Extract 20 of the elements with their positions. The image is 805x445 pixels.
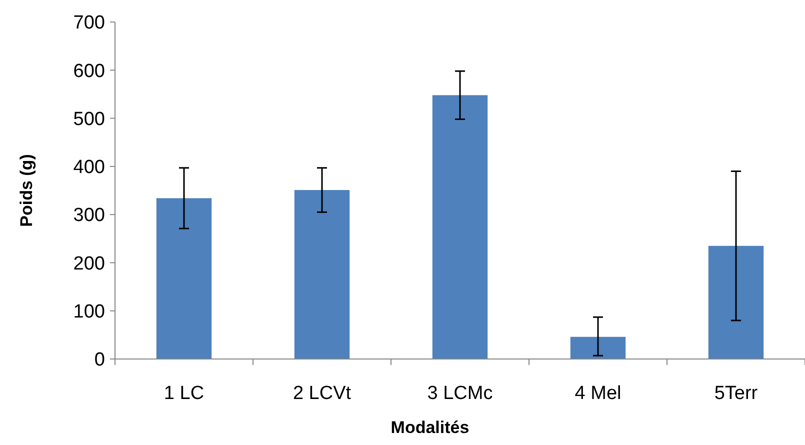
y-tick-label: 400 [73, 157, 105, 178]
y-tick-label: 200 [73, 253, 105, 274]
bar [294, 190, 350, 359]
y-tick-label: 100 [73, 302, 105, 323]
x-tick-label: 2 LCVt [292, 383, 352, 404]
x-tick-label: 5Terr [714, 383, 758, 404]
y-tick-label: 700 [73, 12, 105, 34]
x-tick-label: 4 Mel [574, 383, 622, 404]
bar [156, 198, 212, 359]
y-tick-label: 0 [94, 350, 105, 371]
bar [570, 336, 626, 359]
y-axis-title: Poids (g) [17, 154, 36, 227]
y-tick-label: 500 [73, 108, 105, 130]
y-tick-label: 300 [73, 205, 105, 226]
bar [708, 246, 764, 359]
x-axis-title: Modalités [390, 418, 470, 437]
x-tick-label: 3 LCMc [427, 383, 493, 404]
x-tick-label: 1 LC [164, 383, 204, 404]
y-tick-label: 600 [73, 60, 105, 82]
bar [432, 95, 488, 359]
